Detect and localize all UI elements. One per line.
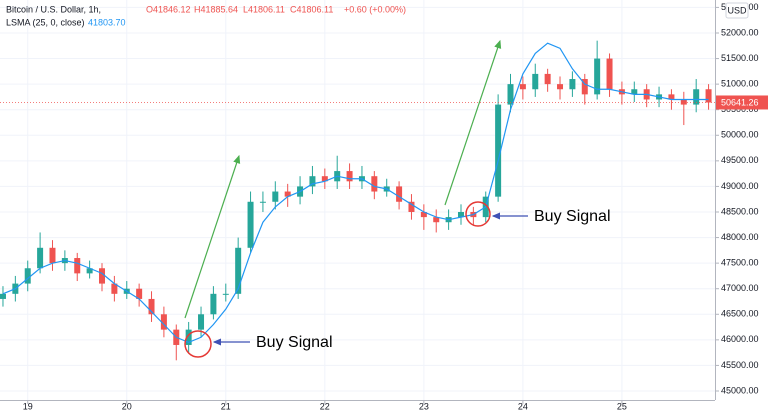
y-tick-label: 49500.00 bbox=[721, 155, 759, 165]
y-tick-label: 45500.00 bbox=[721, 360, 759, 370]
candle-body bbox=[185, 329, 192, 345]
candle-body bbox=[519, 84, 526, 90]
candle-body bbox=[198, 314, 205, 330]
y-tick-label: 52000.00 bbox=[721, 27, 759, 37]
x-tick-label: 19 bbox=[23, 401, 33, 411]
candle-body bbox=[210, 293, 217, 315]
candle-body bbox=[222, 293, 229, 295]
candle-body bbox=[507, 84, 514, 105]
candle-body bbox=[457, 211, 464, 218]
x-tick-label: 25 bbox=[617, 401, 627, 411]
ohlc-change: +0.60 (+0.00%) bbox=[344, 4, 406, 14]
y-tick-label: 48000.00 bbox=[721, 232, 759, 242]
y-tick-label: 46500.00 bbox=[721, 309, 759, 319]
candle-body bbox=[680, 99, 687, 105]
annotation: Buy Signal bbox=[256, 334, 333, 351]
candle-body bbox=[396, 186, 403, 202]
x-tick-label: 24 bbox=[518, 401, 528, 411]
y-tick-label: 47500.00 bbox=[721, 258, 759, 268]
candle-body bbox=[532, 73, 539, 90]
axes: 45000.00 45500.00 46000.00 46500.00 47000.00… bbox=[23, 2, 768, 411]
candle-body bbox=[321, 176, 328, 182]
candle-body bbox=[594, 58, 601, 95]
y-tick-label: 45000.00 bbox=[721, 385, 759, 395]
ohlc-close: C41806.11 bbox=[290, 4, 333, 14]
candle-body bbox=[136, 288, 143, 299]
symbol: Bitcoin / U.S. Dollar, 1h, bbox=[6, 4, 101, 14]
ohlc-open: O41846.12 bbox=[146, 4, 191, 14]
candle-body bbox=[544, 73, 551, 85]
candle-body bbox=[24, 268, 31, 284]
y-tick-label: 49000.00 bbox=[721, 181, 759, 191]
candle-body bbox=[346, 171, 353, 182]
candle-body bbox=[99, 268, 106, 284]
y-tick-label: 50000.00 bbox=[721, 130, 759, 140]
candle-body bbox=[49, 247, 56, 264]
candle-body bbox=[495, 104, 502, 197]
x-tick-label: 20 bbox=[122, 401, 132, 411]
candle-body bbox=[37, 247, 44, 269]
candle-body bbox=[0, 293, 6, 299]
candle-body bbox=[259, 201, 266, 203]
trend-arrow bbox=[184, 154, 241, 319]
y-tick-label: 46000.00 bbox=[721, 334, 759, 344]
candle-body bbox=[631, 89, 638, 95]
candle-body bbox=[668, 94, 675, 100]
candle-body bbox=[284, 191, 291, 197]
y-tick-label: 51000.00 bbox=[721, 79, 759, 89]
candle-body bbox=[247, 201, 254, 248]
candle-body bbox=[433, 217, 440, 223]
x-tick-label: 22 bbox=[320, 401, 330, 411]
candle-body bbox=[408, 201, 415, 212]
lsma-line bbox=[2, 42, 709, 344]
candle-body bbox=[86, 268, 93, 274]
candle-body bbox=[272, 191, 279, 202]
candle-body bbox=[693, 89, 700, 105]
ohlc-high: H41885.64 bbox=[194, 4, 238, 14]
candle-body bbox=[74, 258, 81, 274]
candle-body bbox=[557, 84, 564, 90]
candle-body bbox=[569, 79, 576, 90]
y-tick-label: 51500.00 bbox=[721, 53, 759, 63]
candle-body bbox=[111, 283, 118, 294]
candle-body bbox=[371, 176, 378, 192]
signal-circle bbox=[465, 201, 491, 227]
candle-body bbox=[148, 298, 155, 315]
plot-area bbox=[0, 40, 715, 361]
y-tick-label: 47000.00 bbox=[721, 283, 759, 293]
trend-arrow bbox=[444, 39, 502, 206]
candle-body bbox=[235, 247, 242, 294]
currency[interactable]: USD bbox=[727, 5, 747, 15]
candle-body bbox=[581, 79, 588, 95]
indicator-value: 41803.70 bbox=[88, 17, 126, 27]
last-price-box bbox=[716, 95, 768, 110]
annotation: Buy Signal bbox=[534, 208, 611, 225]
x-tick-label: 23 bbox=[419, 401, 429, 411]
candle-body bbox=[606, 58, 613, 90]
last-price-label: 50641.26 bbox=[721, 97, 759, 107]
indicator-name: LSMA (25, 0, close) bbox=[6, 17, 85, 27]
candle-body bbox=[420, 211, 427, 218]
y-tick-label: 48500.00 bbox=[721, 206, 759, 216]
candle-body bbox=[160, 314, 167, 330]
candle-body bbox=[705, 89, 712, 103]
signal-circle bbox=[184, 330, 212, 358]
ohlc-low: L41806.11 bbox=[243, 4, 285, 14]
currency-box[interactable] bbox=[725, 2, 749, 19]
x-tick-label: 21 bbox=[221, 401, 231, 411]
candle-body bbox=[309, 176, 316, 187]
